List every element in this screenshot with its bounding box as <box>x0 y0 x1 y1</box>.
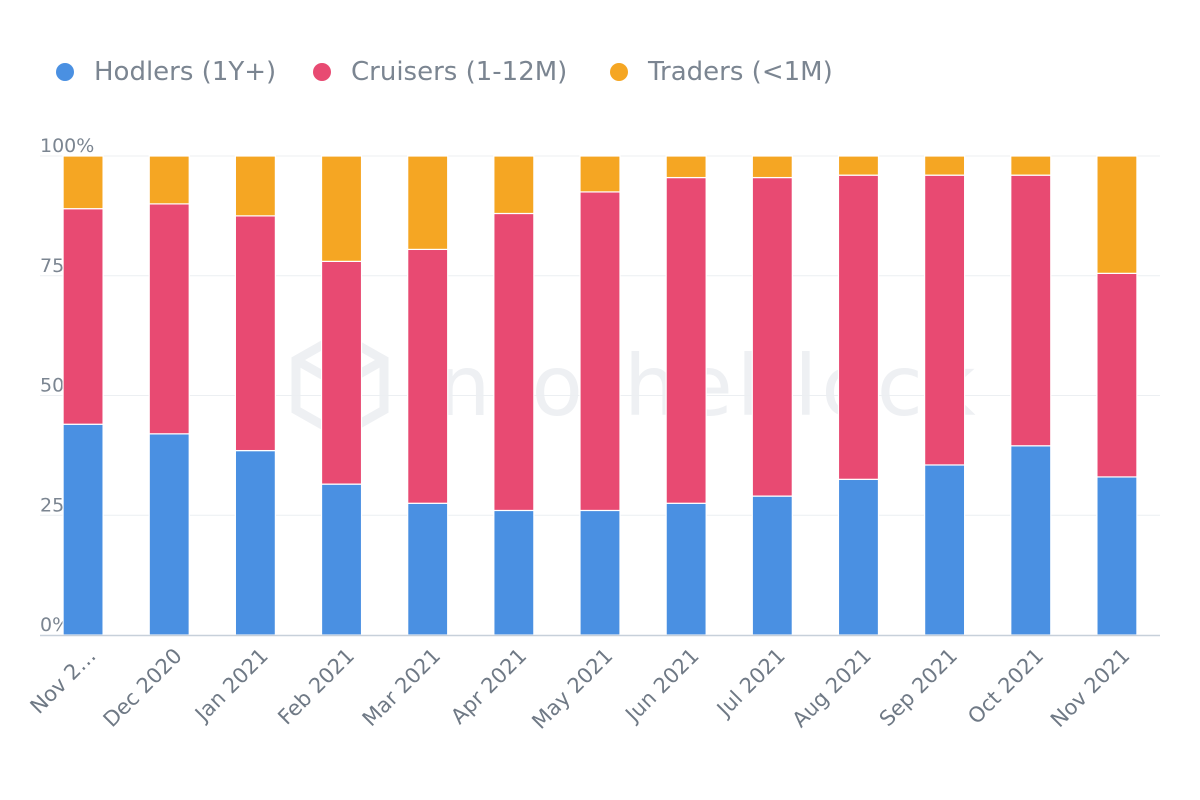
x-tick-label: Jul 2021 <box>711 644 790 723</box>
bar-segment-traders <box>320 155 363 262</box>
bar-segment-traders <box>837 155 880 176</box>
bar-segment-cruisers <box>234 215 276 452</box>
bar-segment-traders <box>148 155 190 205</box>
x-tick-label: Mar 2021 <box>358 644 446 732</box>
bar-segment-hodlers <box>1096 476 1138 636</box>
bar-segment-hodlers <box>62 423 104 636</box>
x-tick-label: Sep 2021 <box>875 644 962 731</box>
x-tick-label: May 2021 <box>527 644 617 734</box>
bar-segment-traders <box>751 155 793 179</box>
legend-label: Traders (<1M) <box>647 57 833 87</box>
legend-marker <box>610 63 628 81</box>
bar-segment-traders <box>407 155 449 251</box>
bar-segment-traders <box>1096 155 1138 274</box>
bar-segment-hodlers <box>234 449 276 636</box>
bar-segment-cruisers <box>665 176 707 504</box>
bars <box>62 155 1138 636</box>
legend: Hodlers (1Y+) Cruisers (1-12M) Traders (<1… <box>56 57 833 87</box>
bar-segment-traders <box>1010 155 1052 176</box>
bar-segment-cruisers <box>493 212 535 512</box>
bar-segment-cruisers <box>579 191 621 512</box>
bar-segment-hodlers <box>665 502 707 636</box>
bar-segment-cruisers <box>148 203 190 435</box>
bar-segment-cruisers <box>1096 272 1138 478</box>
bar-segment-cruisers <box>320 260 363 485</box>
bar-segment-hodlers <box>924 464 966 636</box>
bar-segment-hodlers <box>579 509 621 636</box>
bar-segment-hodlers <box>320 483 363 636</box>
x-tick-label: Aug 2021 <box>788 644 876 732</box>
bar-segment-cruisers <box>924 174 966 466</box>
x-tick-label: Dec 2020 <box>99 644 187 732</box>
legend-label: Hodlers (1Y+) <box>94 57 276 87</box>
y-tick-label: 100% <box>40 135 94 157</box>
x-tick-label: Jan 2021 <box>189 644 273 728</box>
bar-segment-hodlers <box>407 502 449 636</box>
legend-item[interactable]: Hodlers (1Y+) <box>56 57 276 87</box>
bar-segment-hodlers <box>1010 445 1052 636</box>
x-tick-label: Oct 2021 <box>963 644 1048 729</box>
x-tick-label: Jun 2021 <box>620 644 704 728</box>
bar-segment-hodlers <box>837 478 880 636</box>
legend-item[interactable]: Cruisers (1-12M) <box>313 57 567 87</box>
bar-segment-traders <box>234 155 276 217</box>
legend-marker <box>56 63 74 81</box>
bar-segment-traders <box>924 155 966 176</box>
x-tick-label: Feb 2021 <box>273 644 359 730</box>
bar-segment-traders <box>665 155 707 179</box>
bar-segment-traders <box>579 155 621 193</box>
bar-segment-cruisers <box>837 174 880 480</box>
bar-segment-traders <box>493 155 535 215</box>
bar-segment-traders <box>62 155 104 210</box>
bar-segment-cruisers <box>62 208 104 425</box>
bar-segment-cruisers <box>407 248 449 504</box>
bar-segment-hodlers <box>148 433 190 636</box>
bar-segment-hodlers <box>751 495 793 636</box>
legend-marker <box>313 63 331 81</box>
legend-item[interactable]: Traders (<1M) <box>610 57 833 87</box>
legend-label: Cruisers (1-12M) <box>351 57 567 87</box>
bar-segment-cruisers <box>751 176 793 497</box>
x-tick-label: Apr 2021 <box>446 644 531 729</box>
x-tick-label: Nov 2… <box>26 644 101 719</box>
x-tick-label: Nov 2021 <box>1046 644 1134 732</box>
bar-segment-hodlers <box>493 509 535 636</box>
bar-segment-cruisers <box>1010 174 1052 447</box>
